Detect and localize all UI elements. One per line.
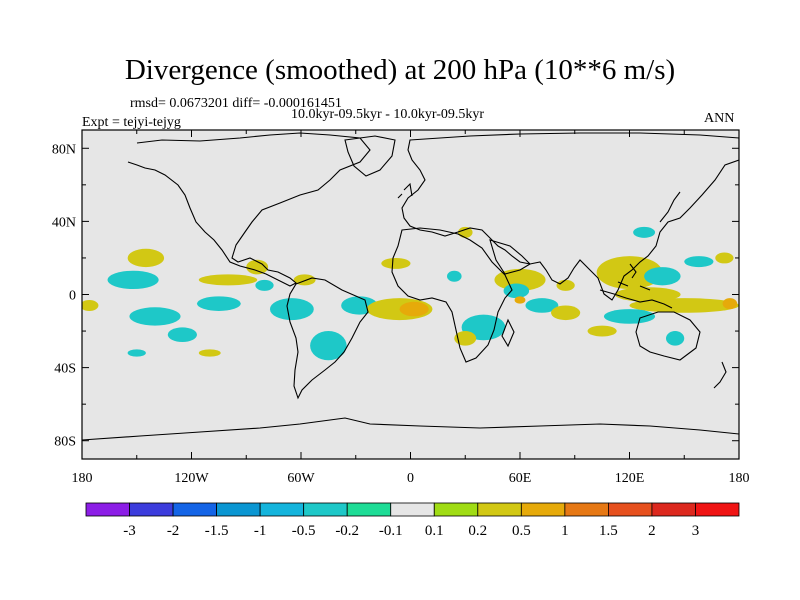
y-tick-label: 80N	[52, 142, 76, 157]
x-tick-label: 60W	[287, 471, 315, 486]
anomaly-region	[246, 259, 269, 275]
colorbar-label: -0.5	[292, 523, 316, 539]
colorbar-label: 3	[692, 523, 700, 539]
british-isles-coast	[397, 182, 413, 199]
anomaly-region	[587, 325, 617, 337]
colorbar-swatch	[259, 502, 305, 517]
anomaly-region	[603, 309, 656, 324]
colorbar-swatch	[129, 502, 174, 517]
y-tick-label: 0	[69, 289, 76, 304]
anomaly-region	[107, 270, 159, 290]
new-zealand-coast	[713, 361, 727, 389]
colorbar-swatch	[433, 502, 479, 517]
anomaly-region	[310, 331, 347, 361]
colorbar-label: -1.5	[205, 523, 229, 539]
anomaly-region	[127, 248, 165, 268]
experiment-label: Expt = tejyi-tejyg	[82, 115, 181, 130]
north-america-coast	[127, 132, 371, 287]
madagascar-coast	[501, 318, 515, 348]
anomaly-region	[684, 256, 714, 268]
indonesia-coast	[599, 263, 673, 309]
anomaly-region	[399, 301, 429, 317]
colorbar-label: -2	[167, 523, 180, 539]
anomaly-region	[447, 270, 462, 282]
anomaly-region	[454, 331, 477, 346]
colorbar-label: 0.1	[425, 523, 444, 539]
south-america-coast	[286, 277, 369, 400]
anomaly-region	[82, 299, 99, 311]
colorbar-swatch	[564, 502, 609, 517]
colorbar-swatch	[216, 502, 261, 517]
colorbar-label: -0.2	[335, 523, 359, 539]
anomaly-region	[198, 274, 258, 286]
anomaly-region	[196, 296, 241, 311]
japan-coast	[659, 191, 681, 223]
colorbar-label: 0.5	[512, 523, 531, 539]
antarctica-coast	[82, 417, 739, 441]
colorbar-swatch	[695, 502, 740, 517]
colorbar-label: -1	[254, 523, 267, 539]
colorbar-swatch	[651, 502, 696, 517]
eurasia-coast	[401, 132, 739, 301]
colorbar-swatch	[303, 502, 348, 517]
anomaly-region	[457, 226, 473, 238]
colorbar-label: 2	[648, 523, 656, 539]
anomaly-region	[556, 279, 575, 291]
colorbar-swatch	[477, 502, 522, 517]
anomaly-region	[596, 256, 663, 290]
anomaly-region	[503, 283, 530, 299]
stats-subtitle: rmsd= 0.0673201 diff= -0.000161451	[130, 96, 342, 111]
y-tick-label: 80S	[54, 435, 76, 450]
anomaly-regions	[82, 226, 739, 361]
y-tick-label: 40S	[54, 362, 76, 377]
colorbar-swatch	[85, 502, 130, 517]
anomaly-region	[129, 307, 181, 326]
colorbar-swatch	[390, 502, 435, 517]
anomaly-region	[514, 296, 526, 304]
australia-coast	[635, 311, 701, 361]
arabia-coast	[489, 239, 531, 275]
x-tick-label: 120E	[615, 471, 645, 486]
colorbar: -3 -2 -1.5 -1 -0.5 -0.2 -0.1 0.1 0.2 0.5 1 1.5 2 3	[85, 502, 740, 539]
anomaly-region	[167, 327, 197, 343]
colorbar-label: -0.1	[379, 523, 403, 539]
anomaly-region	[127, 349, 146, 357]
colorbar-label: -3	[123, 523, 136, 539]
colorbar-swatch	[520, 502, 566, 517]
x-tick-label: 180	[72, 471, 93, 486]
anomaly-region	[629, 298, 739, 313]
anomaly-region	[633, 226, 656, 238]
colorbar-label: 0.2	[468, 523, 487, 539]
anomaly-region	[525, 298, 559, 313]
coastlines	[82, 132, 739, 441]
axes: 180 120W 60W 0 60E 120E 180 80N 40N 0 40S 80S	[52, 130, 750, 486]
x-tick-label: 180	[729, 471, 750, 486]
greenland-coast	[344, 135, 396, 177]
chart-title: Divergence (smoothed) at 200 hPa (10**6 …	[124, 54, 676, 86]
africa-coast	[391, 227, 513, 363]
anomaly-region	[614, 287, 681, 302]
anomaly-region	[269, 298, 314, 321]
season-label: ANN	[704, 111, 735, 126]
x-tick-label: 0	[407, 471, 414, 486]
anomaly-region	[551, 305, 581, 321]
anomaly-region	[494, 268, 546, 291]
x-tick-label: 120W	[174, 471, 209, 486]
period-subtitle: 10.0kyr-09.5kyr - 10.0kyr-09.5kyr	[291, 107, 485, 122]
x-tick-label: 60E	[509, 471, 532, 486]
colorbar-label: 1	[561, 523, 569, 539]
anomaly-region	[198, 349, 221, 357]
anomaly-region	[722, 298, 738, 310]
anomaly-region	[715, 252, 734, 264]
anomaly-region	[666, 331, 685, 346]
anomaly-region	[381, 257, 411, 269]
anomaly-region	[644, 267, 681, 286]
y-tick-label: 40N	[52, 215, 76, 230]
colorbar-swatch	[346, 502, 392, 517]
colorbar-swatch	[172, 502, 217, 517]
anomaly-region	[255, 279, 274, 291]
colorbar-label: 1.5	[599, 523, 618, 539]
colorbar-swatch	[608, 502, 653, 517]
